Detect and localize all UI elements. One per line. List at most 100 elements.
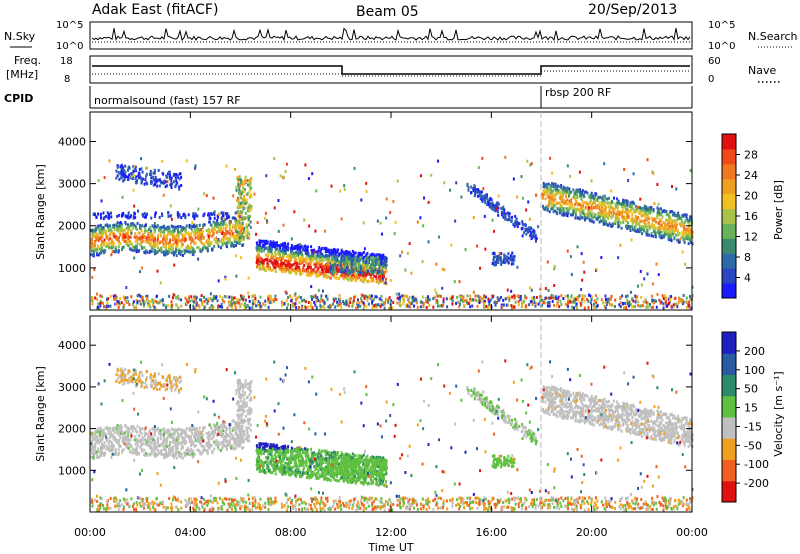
power-cell (658, 231, 661, 235)
power-cell (603, 305, 606, 309)
power-cell (407, 298, 410, 302)
power-cell (665, 225, 668, 229)
power-cell (257, 300, 260, 304)
power-cell (275, 264, 278, 268)
power-cell (202, 225, 205, 229)
power-cell (502, 298, 505, 302)
power-cell (604, 201, 607, 205)
power-cell (626, 300, 629, 304)
power-cell (158, 248, 161, 252)
power-cell (217, 223, 220, 227)
power-cell (237, 197, 240, 201)
power-cell (265, 219, 268, 223)
power-cell (338, 293, 341, 297)
power-cell (653, 299, 656, 303)
power-cell (477, 190, 480, 194)
power-cell (321, 257, 324, 261)
power-cell (330, 184, 333, 188)
power-cell (480, 297, 483, 301)
power-cell (228, 239, 231, 243)
power-cell (454, 219, 457, 223)
power-cell (683, 226, 686, 230)
power-cell (109, 228, 112, 232)
power-cell (530, 233, 533, 237)
power-cell (362, 301, 365, 305)
power-cell (344, 266, 347, 270)
power-cell (531, 300, 534, 304)
power-cell (478, 301, 481, 305)
power-cell (165, 252, 168, 256)
power-cell (337, 297, 340, 301)
power-cell (625, 225, 628, 229)
power-cell (488, 199, 491, 203)
power-cell (132, 169, 135, 173)
power-cell (670, 304, 673, 308)
power-cell (141, 246, 144, 250)
power-cell (609, 202, 612, 206)
power-cell (362, 268, 365, 272)
power-cell (152, 175, 155, 179)
power-cell (635, 229, 638, 233)
power-cell (351, 273, 354, 277)
power-cell (609, 224, 612, 228)
power-cell (316, 252, 319, 256)
power-cell (582, 211, 585, 215)
power-cell (247, 219, 250, 223)
power-cell (425, 305, 428, 309)
power-cell (212, 297, 215, 301)
power-cell (230, 220, 233, 224)
power-cell (232, 194, 235, 198)
power-cell (489, 203, 492, 207)
power-cell (588, 293, 591, 297)
power-cell (183, 239, 186, 243)
power-cell (503, 213, 506, 217)
power-cell (563, 189, 566, 193)
power-cell (286, 255, 289, 259)
power-cell (684, 235, 687, 239)
power-cell (97, 238, 100, 242)
power-cell (135, 169, 138, 173)
power-cell (258, 267, 261, 271)
power-cell (173, 253, 176, 257)
power-cell (531, 233, 534, 237)
power-cell (91, 297, 94, 301)
power-cell (488, 300, 491, 304)
power-cell (657, 228, 660, 232)
power-cell (162, 193, 165, 197)
power-cell (476, 304, 479, 308)
power-cell (622, 202, 625, 206)
power-cell (521, 222, 524, 226)
power-cell (668, 221, 671, 225)
power-cell (462, 295, 465, 299)
power-cell (506, 211, 509, 215)
power-cell (263, 267, 266, 271)
power-cell (307, 267, 310, 271)
power-cell (246, 225, 249, 229)
power-cell (686, 217, 689, 221)
power-cell (399, 304, 402, 308)
power-cell (505, 256, 508, 260)
power-cell (625, 306, 628, 310)
power-cell (292, 251, 295, 255)
power-cell (552, 185, 555, 189)
power-cell (376, 279, 379, 283)
power-cell (338, 267, 341, 271)
power-cell (163, 226, 166, 230)
power-cell (311, 272, 314, 276)
power-cell (183, 248, 186, 252)
power-cell (674, 225, 677, 229)
power-cell (621, 214, 624, 218)
power-cell (152, 239, 155, 243)
power-cell (280, 249, 283, 253)
power-cell (146, 212, 149, 216)
power-cell (235, 229, 238, 233)
power-cell (492, 204, 495, 208)
power-cell (208, 306, 211, 310)
power-cell (660, 218, 663, 222)
power-cell (659, 217, 662, 221)
power-cell (187, 300, 190, 304)
power-cell (154, 177, 157, 181)
power-cell (309, 301, 312, 305)
power-cell (580, 195, 583, 199)
